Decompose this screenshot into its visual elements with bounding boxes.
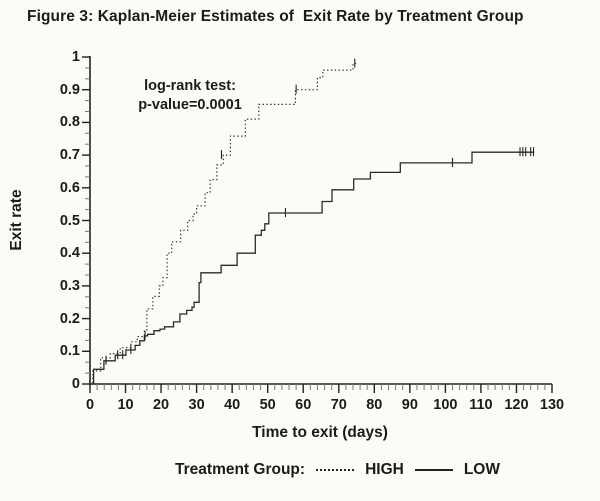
y-tick-label-0.9: 0.9	[59, 81, 80, 98]
legend-label-high: HIGH	[365, 461, 404, 478]
log-rank-annotation: log-rank test: p-value=0.0001	[105, 77, 275, 115]
km-curve-low	[90, 151, 535, 385]
x-tick-label-60: 60	[295, 397, 312, 413]
x-tick-label-120: 120	[504, 397, 529, 413]
legend: Treatment Group: HIGH LOW	[75, 461, 600, 479]
legend-label-low: LOW	[463, 461, 500, 478]
x-tick-label-130: 130	[539, 397, 565, 413]
y-tick-label-0.6: 0.6	[59, 179, 80, 196]
log-rank-annotation-line2: p-value=0.0001	[138, 97, 242, 113]
x-tick-label-40: 40	[224, 397, 241, 413]
x-tick-label-80: 80	[366, 397, 383, 413]
y-axis-title: Exit rate	[8, 189, 25, 251]
km-curve-high	[90, 62, 357, 385]
x-tick-label-10: 10	[117, 397, 134, 413]
y-tick-label-0: 0	[71, 376, 80, 392]
x-tick-label-70: 70	[330, 397, 347, 413]
x-tick-label-110: 110	[469, 397, 493, 413]
x-tick-label-20: 20	[152, 397, 170, 413]
x-axis-title: Time to exit (days)	[252, 424, 388, 441]
x-tick-label-0: 0	[85, 397, 95, 413]
legend-title: Treatment Group:	[175, 461, 306, 478]
y-tick-label-1: 1	[71, 49, 80, 65]
y-tick-label-0.8: 0.8	[59, 114, 80, 131]
legend-line-high	[316, 469, 355, 471]
y-tick-label-0.2: 0.2	[59, 310, 80, 327]
y-tick-label-0.4: 0.4	[59, 245, 80, 262]
legend-line-low	[414, 469, 453, 471]
figure-title: Figure 3: Kaplan-Meier Estimates of Exit…	[27, 8, 524, 25]
y-tick-label-0.7: 0.7	[59, 147, 80, 164]
x-tick-label-90: 90	[401, 397, 418, 413]
y-tick-label-0.5: 0.5	[59, 212, 80, 229]
y-tick-label-0.1: 0.1	[59, 343, 80, 360]
x-tick-label-100: 100	[433, 397, 458, 413]
log-rank-annotation-line1: log-rank test:	[144, 78, 236, 94]
x-tick-label-30: 30	[188, 397, 205, 413]
y-tick-label-0.3: 0.3	[59, 277, 80, 294]
x-tick-label-50: 50	[259, 397, 276, 413]
